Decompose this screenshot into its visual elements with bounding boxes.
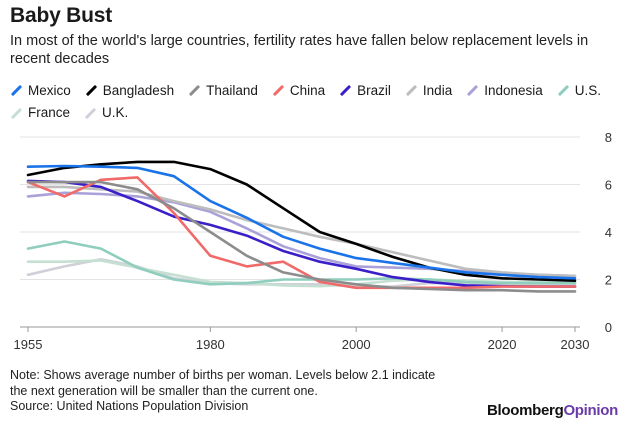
line-chart: 0 2 4 6 8 1955 1980 2000 2020 2030 [14,130,612,352]
legend-label: China [289,82,326,98]
chart-lines [26,160,577,293]
legend-item: Indonesia [466,81,543,101]
legend-swatch [405,84,418,97]
legend-label: Thailand [206,82,258,98]
legend-label: India [422,82,453,98]
legend-swatch [188,84,201,97]
brand-part1: Bloomberg [486,402,564,419]
x-tick-label: 2030 [561,337,590,352]
legend-swatch [557,84,569,97]
y-tick-label: 2 [605,273,612,288]
chart-legend: Mexico Bangladesh Thailand China Brazil India… [10,78,625,123]
footnote: Note: Shows average number of births per… [10,368,450,415]
x-tick-label: 2000 [342,337,371,352]
legend-swatch [85,84,97,97]
chart-subtitle: In most of the world's large countries, … [10,33,589,67]
y-tick-label: 0 [605,320,612,335]
series-line-mexico [26,164,577,280]
brand-logo: BloombergOpinion [487,402,618,419]
legend-item: Bangladesh [85,81,174,101]
legend-swatch [10,84,23,97]
brand-part2: Opinion [563,402,618,419]
x-tick-label: 1980 [196,337,225,352]
legend-swatch [84,107,97,119]
legend-swatch [467,84,479,97]
legend-label: Indonesia [484,82,543,98]
legend-label: Mexico [28,82,71,98]
legend-item: Brazil [339,81,391,101]
x-tick-label: 1955 [14,337,43,352]
legend-label: Bangladesh [102,82,175,98]
series-line-brazil [26,179,577,288]
legend-swatch [10,107,23,119]
series-line-bangladesh [26,160,577,282]
legend-item: France [10,103,70,123]
x-tick-label: 2020 [488,337,517,352]
legend-item: Mexico [10,81,71,101]
series-line-india [26,185,577,278]
y-axis: 0 2 4 6 8 [605,130,612,335]
y-tick-label: 4 [605,225,612,240]
chart-title: Baby Bust [10,4,113,27]
y-tick-label: 8 [605,130,612,145]
legend-label: U.K. [102,105,129,120]
legend-label: Brazil [357,82,391,98]
legend-swatch [339,84,352,97]
legend-label: France [28,105,71,120]
legend-item: Thailand [188,81,258,101]
chart-source: Source: United Nations Population Divisi… [10,399,249,413]
series-line-us [26,240,577,286]
series-line-china [26,176,577,290]
legend-item: U.K. [84,103,128,123]
legend-label: U.S. [574,82,602,98]
series-line-thailand [26,180,577,293]
legend-item: U.S. [557,81,601,101]
y-tick-label: 6 [605,178,612,193]
chart-note: Note: Shows average number of births per… [10,368,436,398]
legend-swatch [272,84,285,97]
legend-item: China [272,81,325,101]
x-axis: 1955 1980 2000 2020 2030 [14,327,590,352]
legend-item: India [405,81,452,101]
